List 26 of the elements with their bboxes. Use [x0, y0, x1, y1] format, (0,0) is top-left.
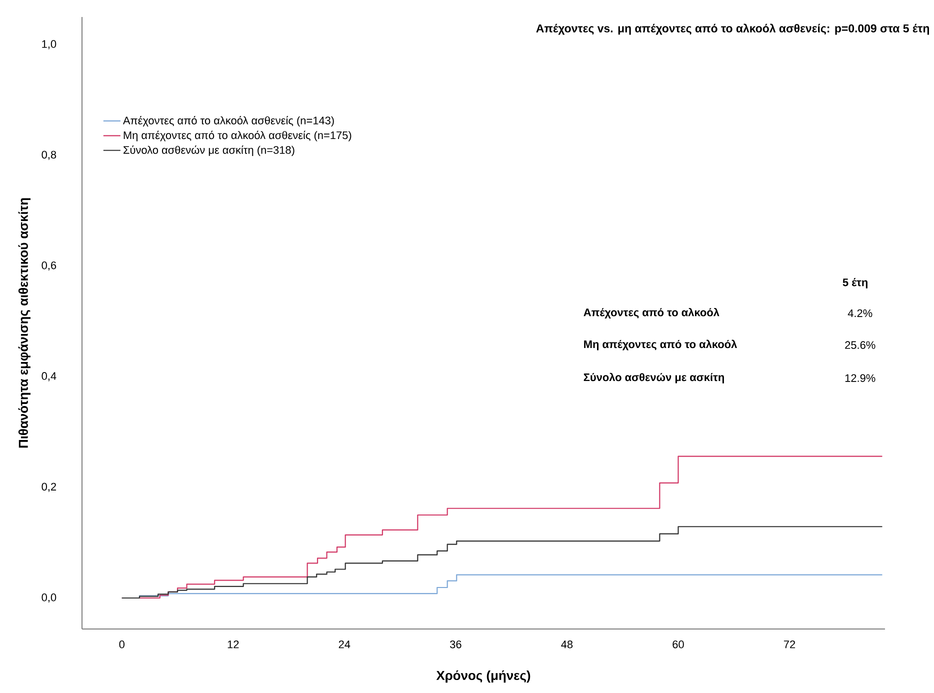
legend-label: Απέχοντες από το αλκοόλ ασθενείς (n=143) [122, 116, 334, 127]
legend-label: Μη απέχοντες από το αλκοόλ ασθενείς (n=175) [124, 130, 352, 142]
y-tick-label: 0,2 [42, 482, 56, 492]
x-tick-label: 24 [338, 640, 350, 648]
y-tick-label: 0,6 [42, 261, 56, 271]
x-tick-label: 12 [228, 640, 239, 648]
x-tick-label: 60 [672, 640, 684, 648]
annotation: Απέχοντες από το αλκοόλ [584, 308, 720, 318]
y-tick-label: 0,4 [42, 372, 56, 382]
x-axis-title: Χρόνος (μήνες) [436, 670, 530, 683]
annotation: 5 έτη [842, 278, 868, 288]
annotation: 25.6% [845, 341, 876, 349]
x-tick-label: 0 [119, 640, 124, 648]
y-tick-label: 1,0 [42, 40, 56, 50]
annotation: 4.2% [848, 309, 872, 318]
y-axis-title: Πιθανότητα εμφάνισης αιθεκτικού ασκίτη [18, 198, 31, 448]
annotation: Μη απέχοντες από το αλκοόλ [584, 340, 737, 350]
annotation: Σύνολο ασθενών με ασκίτη [584, 372, 724, 384]
text: Απέχοντες vs. μη απέχοντες από το αλκοόλ ασθενείς: p=0.009 στα 5 έτη [536, 24, 929, 35]
x-tick-label: 72 [784, 640, 796, 648]
legend-label: Σύνολο ασθενών με ασκίτη (n=318) [124, 146, 294, 156]
y-tick-label: 0,8 [42, 150, 56, 160]
x-tick-label: 36 [450, 640, 462, 648]
y-tick-label: 0,0 [42, 593, 56, 603]
x-tick-label: 48 [561, 640, 573, 648]
annotation: 12.9% [845, 374, 876, 382]
